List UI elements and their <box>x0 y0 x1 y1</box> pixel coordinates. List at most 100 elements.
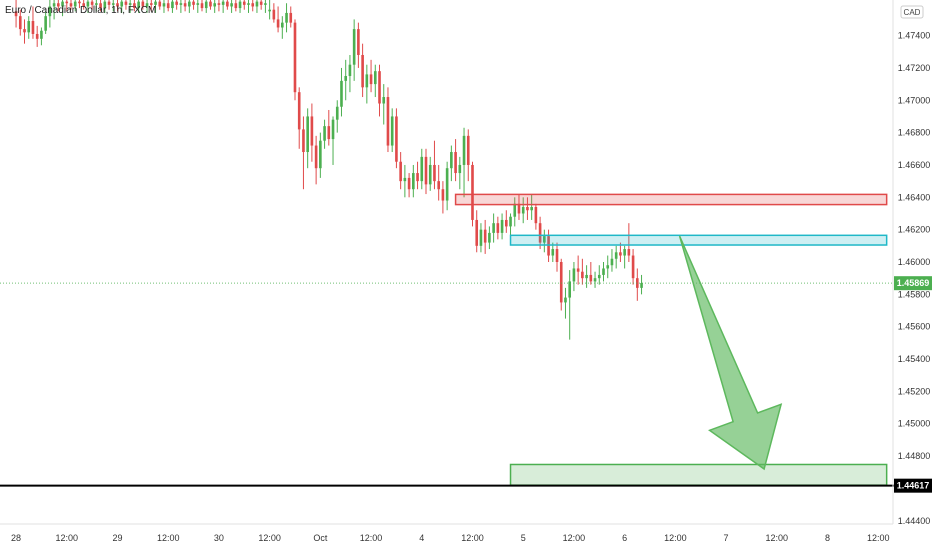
candle-body <box>255 1 259 7</box>
candle-body <box>551 249 555 256</box>
candle-body <box>547 236 550 256</box>
candle-body <box>424 156 428 185</box>
x-tick-label: 12:00 <box>56 533 79 543</box>
x-tick-label: 30 <box>214 533 224 543</box>
candle-body <box>606 265 610 269</box>
current-price-badge <box>894 276 932 291</box>
y-tick-label: 1.45400 <box>898 354 931 364</box>
candle-body <box>348 64 352 77</box>
candle-body <box>593 278 597 282</box>
candle-body <box>230 3 233 7</box>
candle-body <box>420 156 424 182</box>
candle-body <box>162 3 166 7</box>
candle-body <box>111 3 115 5</box>
candle-body <box>504 219 508 227</box>
candle-body <box>526 207 529 211</box>
currency-selector-box[interactable] <box>900 5 924 19</box>
candle-body <box>576 268 580 272</box>
candle-body <box>382 97 386 104</box>
x-tick-label: Oct <box>313 533 328 543</box>
y-tick-label: 1.47200 <box>898 63 931 73</box>
candle-body <box>302 129 305 153</box>
candle-body <box>242 1 246 5</box>
x-tick-label: 12:00 <box>766 533 789 543</box>
candle-body <box>23 29 26 33</box>
candle-body <box>171 1 174 9</box>
candle-body <box>581 271 584 279</box>
candle-body <box>314 145 318 169</box>
supply-zone[interactable] <box>454 193 888 206</box>
candle-body <box>352 29 356 65</box>
candle-body <box>234 3 238 9</box>
candle-body <box>175 1 178 5</box>
x-tick-label: 12:00 <box>867 533 890 543</box>
candle-body <box>27 21 31 33</box>
price-axis[interactable]: 1.47400 1.47200 1.47000 1.46800 1.46600 1.464… <box>894 31 932 526</box>
candle-body <box>543 236 546 243</box>
x-tick-label: 12:00 <box>258 533 281 543</box>
candle-body <box>521 207 525 214</box>
candle-body <box>640 283 643 288</box>
candle-body <box>73 1 77 7</box>
candle-body <box>441 189 445 201</box>
candle-body <box>340 80 343 107</box>
candle-body <box>221 1 225 5</box>
candle-body <box>559 262 563 303</box>
target-zone[interactable] <box>509 463 888 486</box>
y-tick-label: 1.46000 <box>898 257 931 267</box>
candle-body <box>293 22 297 93</box>
candle-body <box>437 181 440 190</box>
time-axis[interactable]: 28 12:00 29 12:00 30 12:00 Oct 12:00 4 12:00 5 12:0… <box>11 533 889 543</box>
currency-selector[interactable]: CAD <box>900 5 924 19</box>
down-arrow-drawing[interactable] <box>678 235 783 471</box>
candle-body <box>120 1 124 7</box>
currency-label[interactable]: CAD <box>904 8 921 17</box>
candle-body <box>183 3 187 7</box>
candle-body <box>323 126 326 141</box>
candle-body <box>534 207 538 224</box>
level-price-label: 1.44617 <box>897 481 930 491</box>
candle-body <box>99 3 102 9</box>
y-tick-label: 1.46200 <box>898 225 931 235</box>
candle-body <box>116 3 119 7</box>
x-tick-label: 28 <box>11 533 21 543</box>
candle-body <box>86 1 90 7</box>
candle-body <box>475 219 479 246</box>
candle-body <box>179 3 183 5</box>
candle-body <box>416 173 419 182</box>
candle-body <box>95 3 98 5</box>
candle-body <box>407 177 411 190</box>
x-tick-label: 8 <box>825 533 830 543</box>
candle-body <box>395 116 398 162</box>
candle-body <box>306 116 309 153</box>
candle-body <box>361 54 364 88</box>
candle-body <box>627 249 631 256</box>
candle-body <box>188 1 191 7</box>
candle-body <box>538 223 542 243</box>
candle-body <box>69 3 73 7</box>
chart-title: Euro / Canadian Dollar, 1h, FXCM <box>5 5 156 16</box>
candle-body <box>192 1 195 5</box>
candle-body <box>137 1 140 9</box>
plot-area[interactable] <box>0 0 932 487</box>
candle-body <box>65 1 69 4</box>
candle-body <box>297 92 301 130</box>
candle-body <box>369 74 373 85</box>
candle-body <box>597 274 601 279</box>
candle-body <box>285 12 288 23</box>
current-price-label: 1.45869 <box>897 278 930 288</box>
candle-body <box>166 3 170 9</box>
y-tick-label: 1.44800 <box>898 451 931 461</box>
candle-body <box>479 229 483 246</box>
y-tick-label: 1.45200 <box>898 386 931 396</box>
level-price-badge <box>894 478 932 493</box>
candle-body <box>319 140 322 169</box>
candle-body <box>226 1 229 7</box>
x-tick-label: 12:00 <box>157 533 180 543</box>
candle-body <box>454 152 457 174</box>
candle-body <box>154 1 157 5</box>
candle-body <box>530 207 533 211</box>
resistance-zone[interactable] <box>509 234 888 246</box>
